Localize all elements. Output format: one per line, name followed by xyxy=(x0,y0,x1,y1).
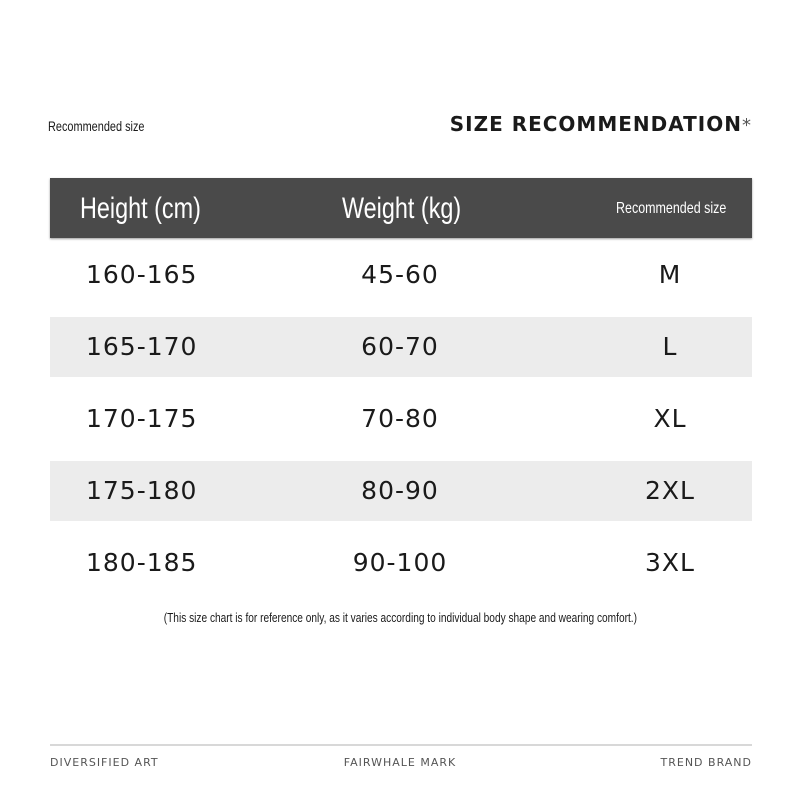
weight-cell: 90-100 xyxy=(352,548,448,577)
size-cell: M xyxy=(658,260,682,289)
footer-right: TREND BRAND xyxy=(660,756,752,769)
weight-cell: 70-80 xyxy=(361,404,439,433)
column-header-size: Recommended size xyxy=(616,178,757,238)
page-title: SIZE RECOMMENDATION* xyxy=(450,112,752,136)
footer-center: FAIRWHALE MARK xyxy=(343,756,457,769)
table-row: 175-180 80-90 2XL xyxy=(50,461,752,521)
column-header-size-text: Recommended size xyxy=(616,200,727,217)
table-row: 165-170 60-70 L xyxy=(50,317,752,377)
recommended-size-label: Recommended size xyxy=(48,118,172,134)
height-cell: 175-180 xyxy=(86,476,198,505)
disclaimer-note: (This size chart is for reference only, … xyxy=(0,610,800,625)
size-cell: XL xyxy=(653,404,687,433)
table-row: 180-185 90-100 3XL xyxy=(50,533,752,593)
column-header-weight: Weight (kg) xyxy=(342,178,495,238)
table-row: 170-175 70-80 XL xyxy=(50,389,752,449)
height-cell: 165-170 xyxy=(86,332,198,361)
weight-cell: 45-60 xyxy=(361,260,439,289)
column-header-weight-text: Weight (kg) xyxy=(342,192,462,225)
column-header-height: Height (cm) xyxy=(80,178,235,238)
size-cell: L xyxy=(662,332,678,361)
footer-left: DIVERSIFIED ART xyxy=(50,756,159,769)
weight-cell: 60-70 xyxy=(361,332,439,361)
height-cell: 170-175 xyxy=(86,404,198,433)
table-row: 160-165 45-60 M xyxy=(50,245,752,305)
footer-divider xyxy=(50,744,752,746)
size-cell: 3XL xyxy=(645,548,695,577)
disclaimer-text: (This size chart is for reference only, … xyxy=(163,610,637,625)
column-header-height-text: Height (cm) xyxy=(80,192,201,225)
height-cell: 180-185 xyxy=(86,548,198,577)
title-text: SIZE RECOMMENDATION xyxy=(449,112,742,136)
height-cell: 160-165 xyxy=(86,260,198,289)
recommended-size-text: Recommended size xyxy=(48,118,145,134)
weight-cell: 80-90 xyxy=(361,476,439,505)
asterisk-mark: * xyxy=(742,115,752,136)
size-cell: 2XL xyxy=(645,476,695,505)
table-header: Height (cm) Weight (kg) Recommended size xyxy=(50,178,752,238)
